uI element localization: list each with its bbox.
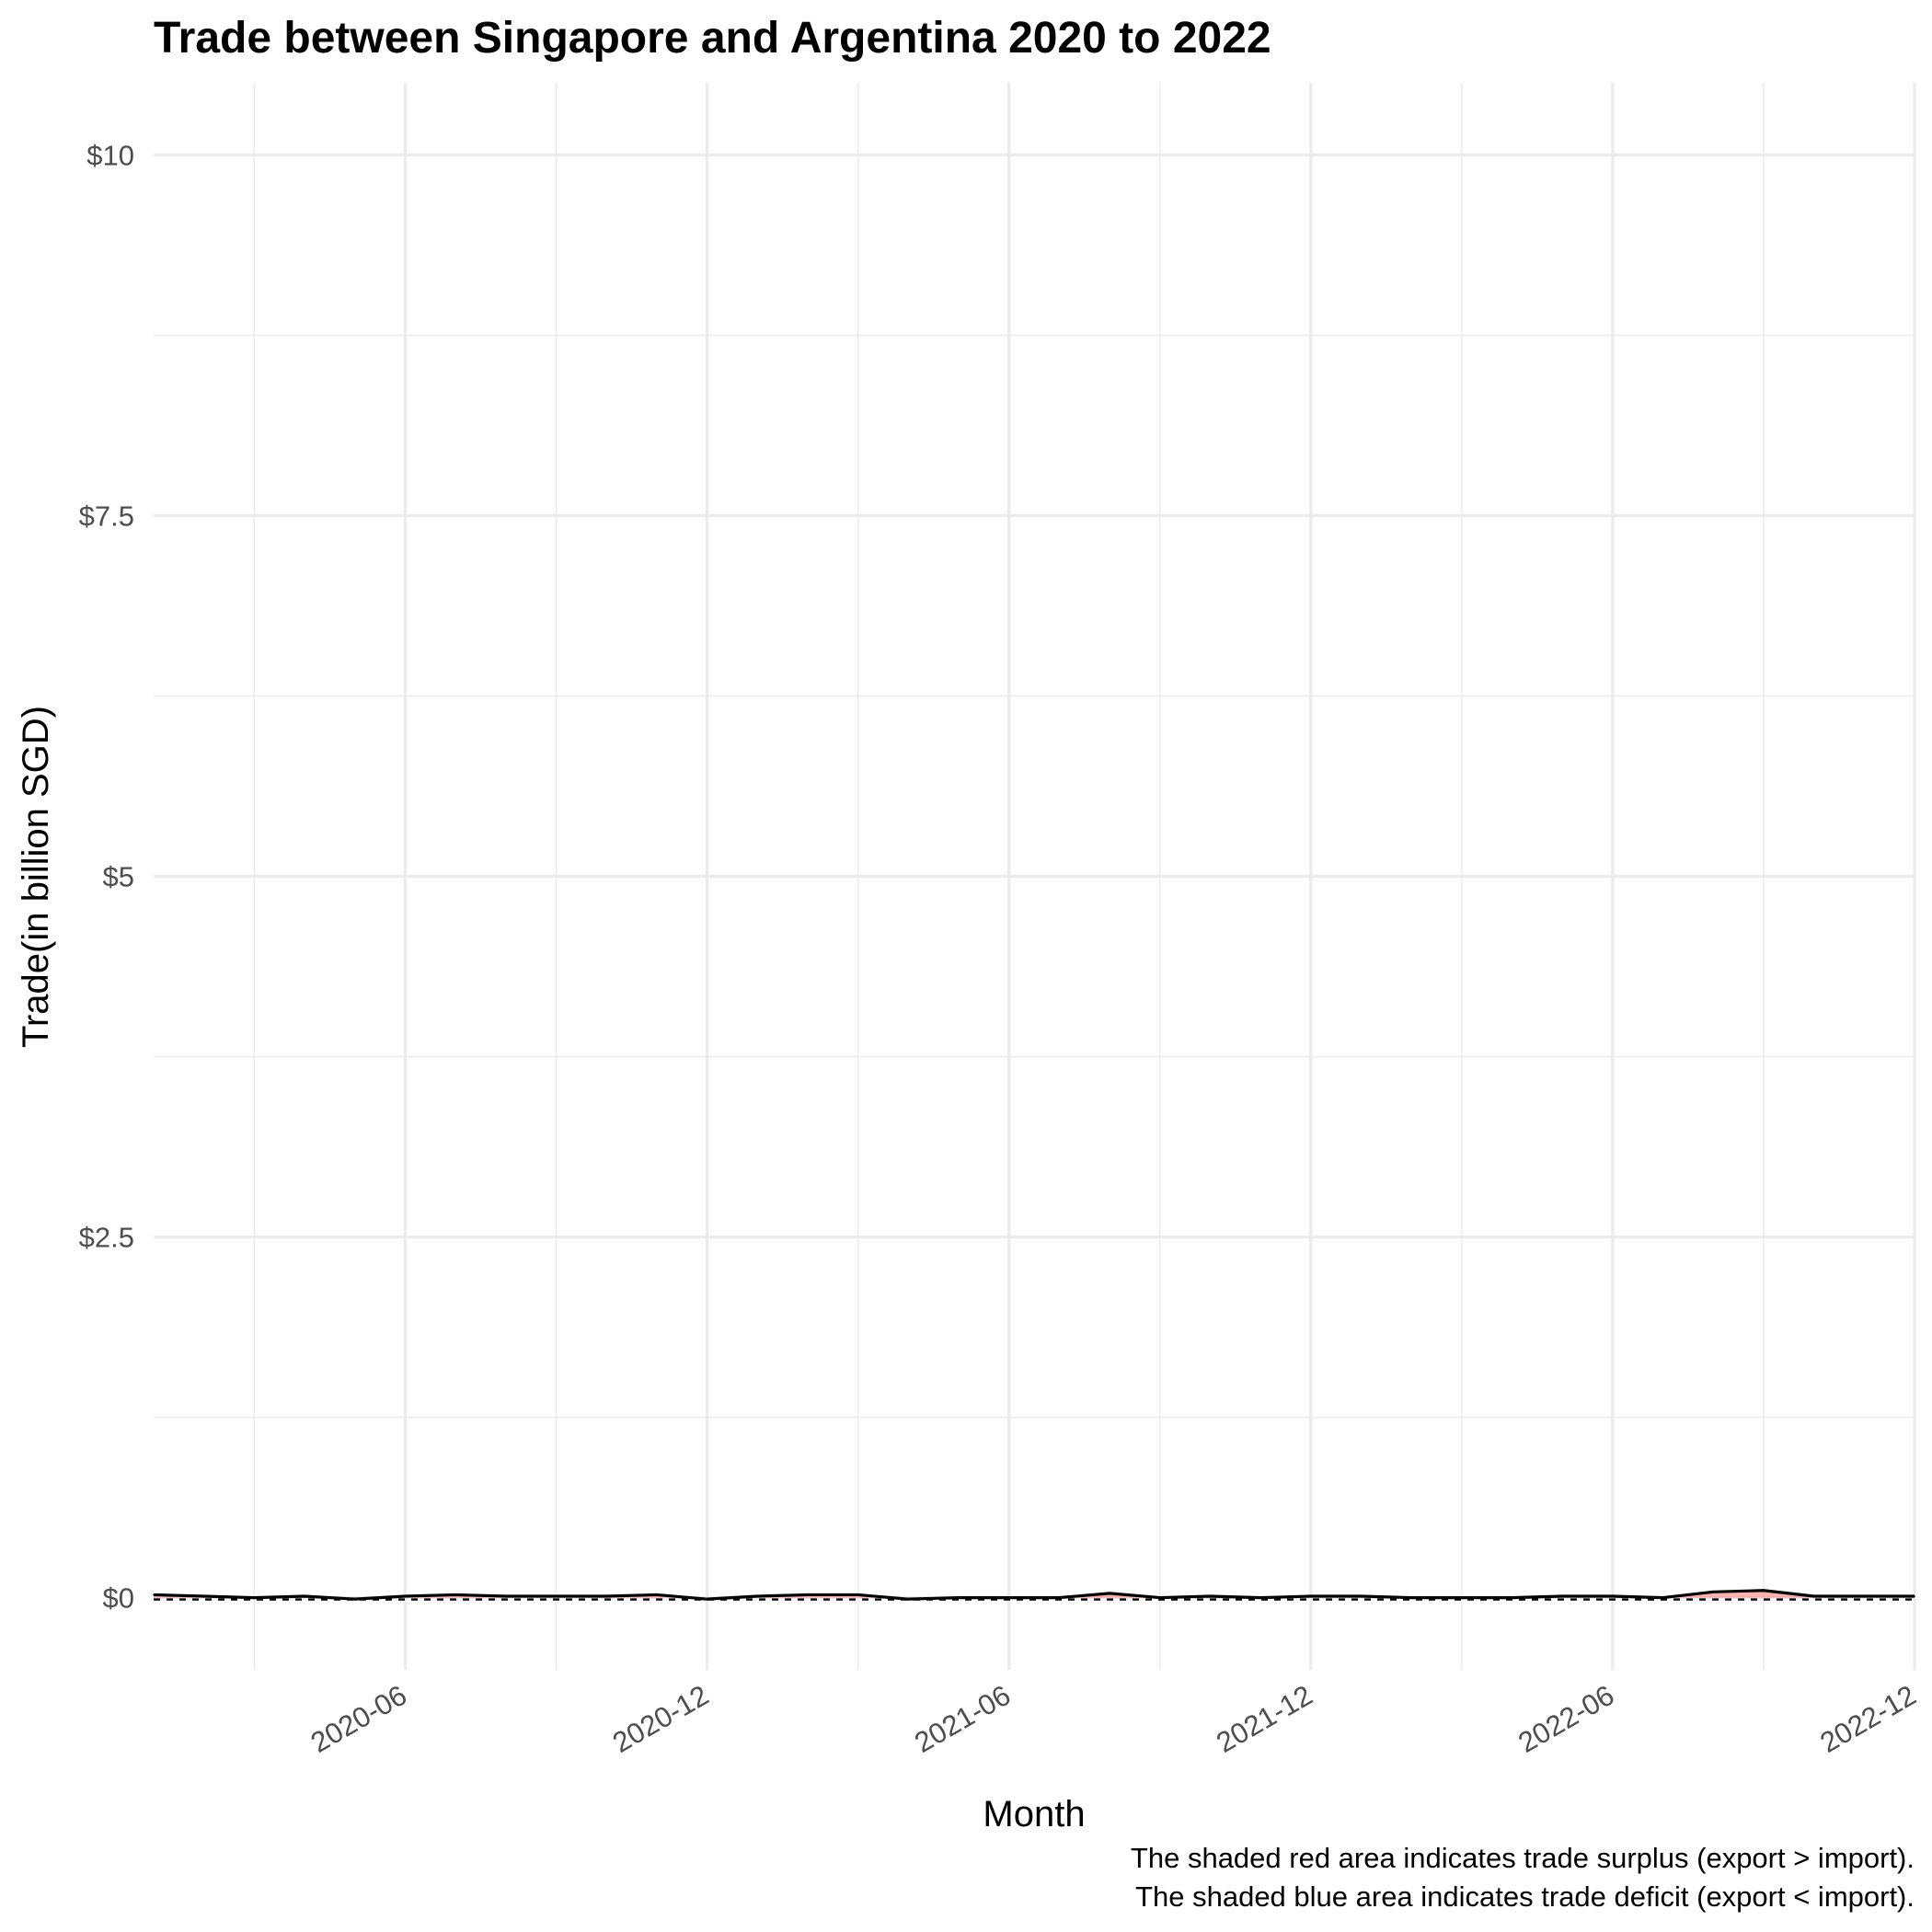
- data-point: [203, 1595, 205, 1597]
- data-point: [1561, 1595, 1563, 1597]
- data-point: [1259, 1597, 1261, 1599]
- data-point: [857, 1594, 859, 1596]
- data-point: [1612, 1595, 1614, 1597]
- data-point: [605, 1595, 607, 1597]
- data-point: [304, 1595, 305, 1597]
- data-point: [405, 1595, 407, 1597]
- x-tick-label: 2020-06: [305, 1679, 412, 1759]
- y-tick-label: $10: [86, 139, 134, 171]
- y-axis-ticks: $0 $2.5 $5 $7.5 $10: [79, 139, 134, 1614]
- x-tick-label: 2022-06: [1512, 1679, 1619, 1759]
- data-point: [454, 1594, 456, 1596]
- x-tick-label: 2021-06: [909, 1679, 1016, 1759]
- data-point: [958, 1597, 960, 1599]
- data-point: [1712, 1592, 1714, 1593]
- x-tick-label: 2021-12: [1211, 1679, 1317, 1759]
- data-point: [505, 1595, 507, 1597]
- data-point: [1813, 1595, 1815, 1597]
- data-point: [1864, 1595, 1866, 1597]
- x-axis-title: Month: [983, 1794, 1085, 1834]
- data-point: [656, 1594, 658, 1596]
- data-point: [556, 1595, 558, 1597]
- y-tick-label: $2.5: [79, 1222, 134, 1254]
- data-point: [1410, 1597, 1412, 1599]
- data-point: [1109, 1593, 1110, 1594]
- data-point: [153, 1594, 155, 1596]
- caption-line-2: The shaded blue area indicates trade def…: [1135, 1880, 1915, 1913]
- grid: [154, 83, 1915, 1670]
- data-point: [1210, 1595, 1212, 1597]
- data-point: [1059, 1597, 1061, 1599]
- data-point: [1461, 1597, 1463, 1599]
- data-point: [354, 1598, 356, 1600]
- x-tick-label: 2022-12: [1814, 1679, 1921, 1759]
- chart-title: Trade between Singapore and Argentina 20…: [154, 14, 1271, 63]
- y-tick-label: $5: [103, 861, 134, 893]
- data-point: [1361, 1595, 1363, 1597]
- data-point: [1159, 1597, 1161, 1599]
- y-tick-label: $7.5: [79, 500, 134, 532]
- x-axis-ticks: 2020-06 2020-12 2021-06 2021-12 2022-06 2022-…: [305, 1679, 1922, 1759]
- caption-line-1: The shaded red area indicates trade surp…: [1131, 1842, 1915, 1874]
- y-axis-title: Trade(in billion SGD): [16, 706, 56, 1048]
- data-point: [1763, 1590, 1765, 1592]
- data-point: [1310, 1595, 1312, 1597]
- data-point: [1008, 1597, 1010, 1599]
- data-point: [1512, 1597, 1513, 1599]
- data-point: [756, 1595, 758, 1597]
- data-point: [907, 1598, 909, 1600]
- data-point: [807, 1594, 809, 1596]
- data-point: [1914, 1595, 1915, 1597]
- y-tick-label: $0: [103, 1582, 134, 1615]
- data-point: [1662, 1597, 1664, 1599]
- data-point: [707, 1598, 708, 1600]
- x-tick-label: 2020-12: [607, 1679, 714, 1759]
- data-point: [254, 1597, 256, 1599]
